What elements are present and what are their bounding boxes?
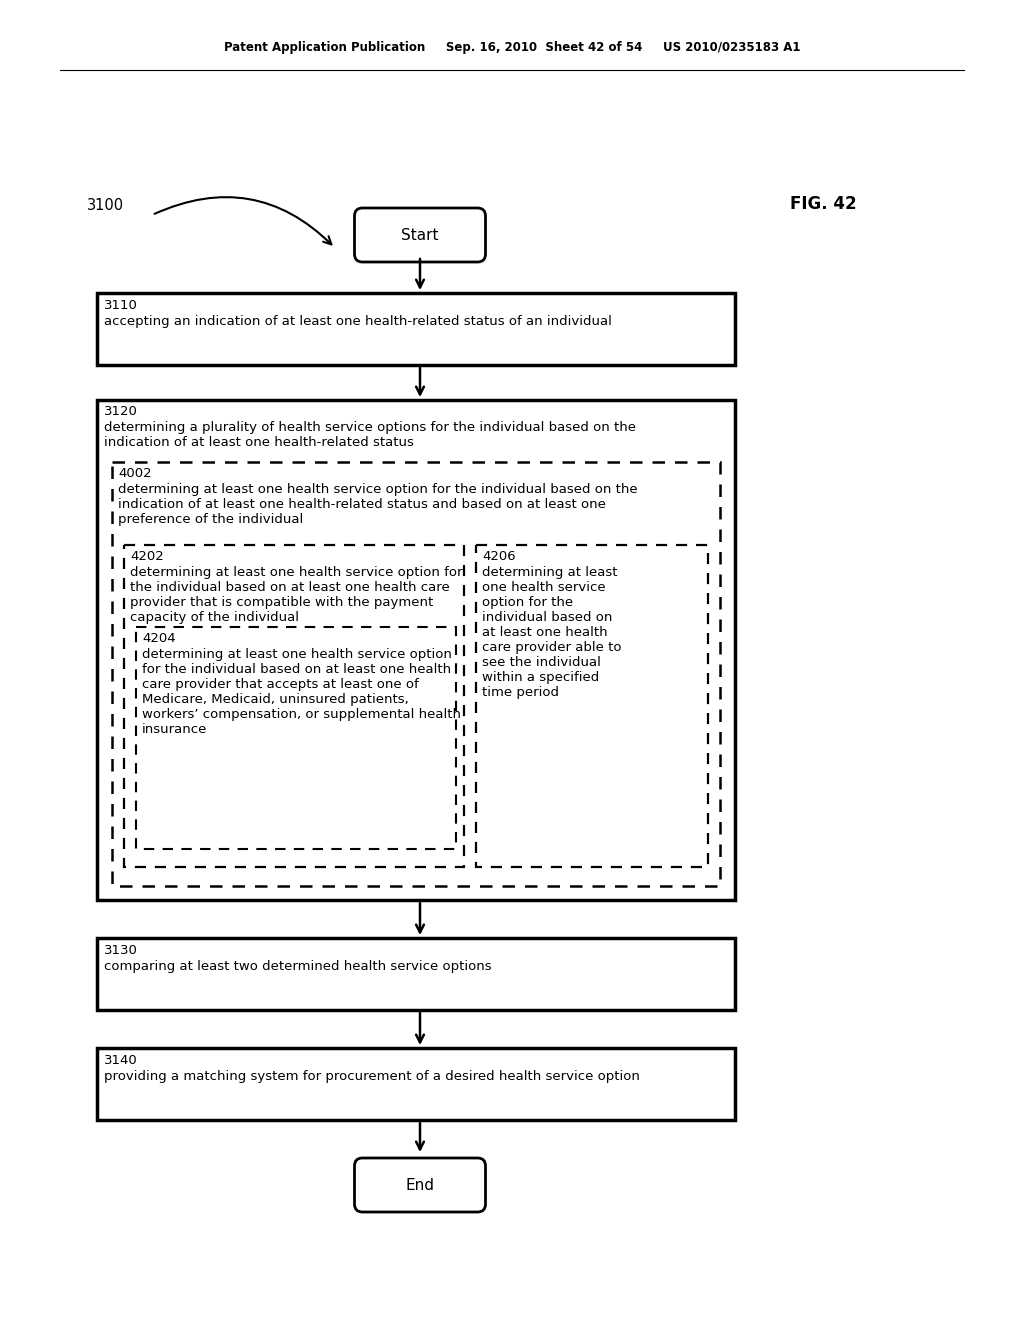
FancyBboxPatch shape xyxy=(354,209,485,261)
Text: 3120: 3120 xyxy=(104,405,138,418)
Text: determining at least one health service option for
the individual based on at le: determining at least one health service … xyxy=(130,566,463,624)
Text: determining at least
one health service
option for the
individual based on
at le: determining at least one health service … xyxy=(482,566,622,700)
Text: determining at least one health service option
for the individual based on at le: determining at least one health service … xyxy=(142,648,461,737)
Text: End: End xyxy=(406,1177,434,1192)
Text: Patent Application Publication     Sep. 16, 2010  Sheet 42 of 54     US 2010/023: Patent Application Publication Sep. 16, … xyxy=(224,41,800,54)
Text: 3110: 3110 xyxy=(104,300,138,312)
Text: determining a plurality of health service options for the individual based on th: determining a plurality of health servic… xyxy=(104,421,636,449)
Bar xyxy=(124,545,464,867)
Text: 3140: 3140 xyxy=(104,1053,138,1067)
Text: 3100: 3100 xyxy=(87,198,124,213)
Text: 4002: 4002 xyxy=(118,467,152,480)
Text: 4204: 4204 xyxy=(142,632,176,645)
FancyBboxPatch shape xyxy=(354,1158,485,1212)
Text: accepting an indication of at least one health-related status of an individual: accepting an indication of at least one … xyxy=(104,315,612,327)
Bar xyxy=(476,545,708,867)
Text: FIG. 42: FIG. 42 xyxy=(790,195,857,213)
Bar xyxy=(112,462,720,886)
Bar xyxy=(97,939,735,1010)
Text: 4202: 4202 xyxy=(130,550,164,564)
Text: 4206: 4206 xyxy=(482,550,516,564)
Bar xyxy=(97,293,735,366)
Bar xyxy=(97,1048,735,1119)
Text: 3130: 3130 xyxy=(104,944,138,957)
FancyArrowPatch shape xyxy=(155,197,332,244)
Bar xyxy=(97,400,735,900)
Text: comparing at least two determined health service options: comparing at least two determined health… xyxy=(104,960,492,973)
Text: determining at least one health service option for the individual based on the
i: determining at least one health service … xyxy=(118,483,638,525)
Text: providing a matching system for procurement of a desired health service option: providing a matching system for procurem… xyxy=(104,1071,640,1082)
Text: Start: Start xyxy=(401,227,438,243)
Bar xyxy=(136,627,456,849)
